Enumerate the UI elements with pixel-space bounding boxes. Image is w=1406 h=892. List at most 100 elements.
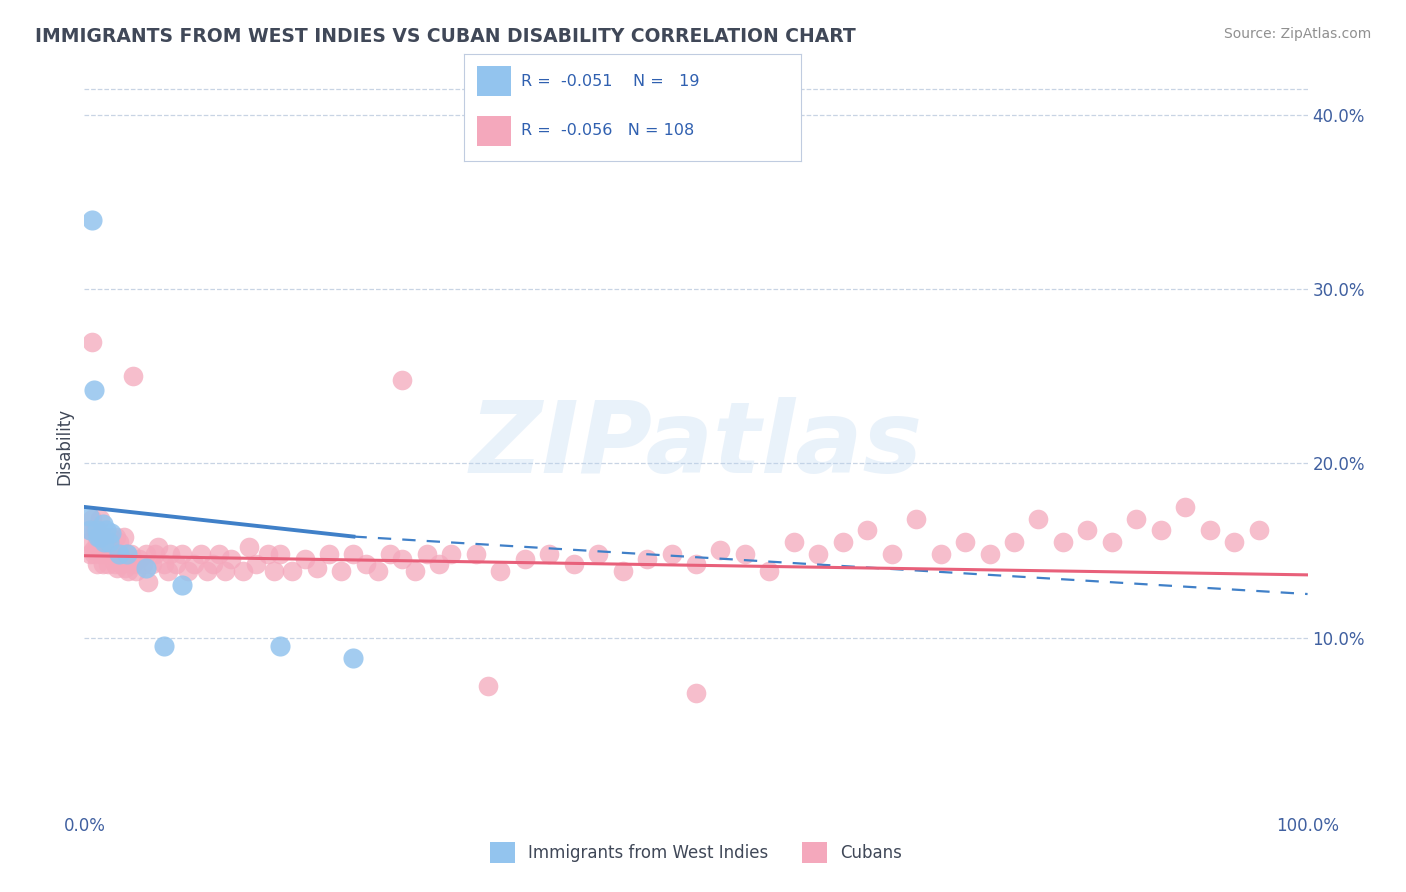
Point [83, 384, 105, 398]
Point [232, 565, 254, 579]
Point [586, 547, 609, 561]
Point [1125, 512, 1147, 526]
Point [1150, 523, 1173, 537]
Point [538, 547, 561, 561]
Point [89, 512, 111, 526]
Point [953, 534, 976, 549]
Point [112, 530, 135, 544]
Point [82, 543, 104, 558]
Point [208, 547, 231, 561]
Point [84, 523, 107, 537]
Legend: Immigrants from West Indies, Cubans: Immigrants from West Indies, Cubans [484, 836, 908, 869]
Point [117, 565, 139, 579]
Point [96, 534, 118, 549]
Point [93, 534, 115, 549]
Point [90, 547, 112, 561]
Point [562, 558, 585, 572]
Point [115, 547, 138, 561]
Point [219, 552, 242, 566]
Point [440, 547, 463, 561]
Point [183, 558, 205, 572]
Point [136, 574, 159, 589]
Point [929, 547, 952, 561]
Point [125, 565, 148, 579]
Point [135, 547, 157, 561]
Point [427, 558, 450, 572]
Point [263, 565, 285, 579]
Point [1101, 534, 1123, 549]
Point [636, 552, 658, 566]
Text: ZIPatlas: ZIPatlas [470, 398, 922, 494]
Point [1002, 534, 1025, 549]
Point [342, 651, 364, 665]
Point [354, 558, 377, 572]
Point [367, 565, 389, 579]
Point [135, 561, 157, 575]
Point [281, 565, 304, 579]
Point [807, 547, 830, 561]
Point [100, 543, 122, 558]
Point [489, 565, 512, 579]
Point [269, 547, 291, 561]
Point [238, 540, 260, 554]
Point [105, 561, 128, 575]
Point [97, 547, 120, 561]
Point [87, 530, 110, 544]
Point [380, 547, 402, 561]
Point [132, 558, 155, 572]
Point [165, 558, 187, 572]
Point [94, 547, 117, 561]
Text: Source: ZipAtlas.com: Source: ZipAtlas.com [1223, 27, 1371, 41]
Point [143, 547, 166, 561]
Point [120, 547, 142, 561]
Point [114, 561, 136, 575]
Point [105, 530, 128, 544]
Point [87, 526, 110, 541]
Point [177, 565, 200, 579]
Point [831, 534, 853, 549]
Point [77, 534, 100, 549]
Point [685, 558, 707, 572]
Point [146, 540, 169, 554]
Point [661, 547, 683, 561]
Point [477, 679, 499, 693]
Point [115, 547, 138, 561]
Point [318, 547, 340, 561]
Point [1198, 523, 1220, 537]
Point [80, 334, 103, 349]
Point [612, 565, 634, 579]
Point [391, 373, 413, 387]
Point [305, 561, 328, 575]
Point [195, 565, 218, 579]
Point [98, 530, 121, 544]
Point [979, 547, 1001, 561]
Point [100, 526, 122, 541]
Point [128, 552, 150, 566]
Point [172, 578, 194, 592]
Point [245, 558, 267, 572]
FancyBboxPatch shape [478, 116, 512, 145]
Point [86, 558, 108, 572]
Point [93, 543, 115, 558]
Point [1052, 534, 1074, 549]
Point [89, 530, 111, 544]
Point [104, 558, 127, 572]
FancyBboxPatch shape [478, 66, 512, 96]
Point [709, 543, 731, 558]
Point [1223, 534, 1246, 549]
Point [905, 512, 928, 526]
Point [880, 547, 903, 561]
Point [97, 534, 120, 549]
Point [153, 558, 176, 572]
Point [257, 547, 280, 561]
Point [91, 558, 114, 572]
Point [201, 558, 224, 572]
Point [1028, 512, 1050, 526]
Point [153, 640, 176, 654]
Point [172, 547, 194, 561]
Point [79, 547, 101, 561]
Point [97, 558, 120, 572]
Point [1247, 523, 1270, 537]
Point [758, 565, 780, 579]
Point [79, 523, 101, 537]
